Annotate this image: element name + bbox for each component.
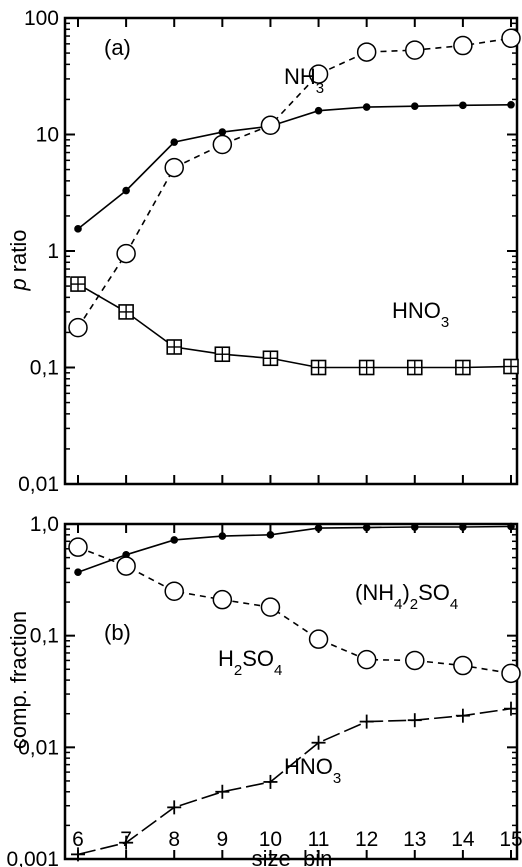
data-point (363, 103, 371, 111)
series-0 (74, 523, 515, 576)
data-point (459, 523, 467, 531)
data-point (507, 101, 515, 109)
ytick-label: 1,0 (30, 513, 59, 536)
data-point (170, 536, 178, 544)
data-point (406, 651, 424, 669)
data-point (69, 319, 87, 337)
data-point (74, 568, 82, 576)
data-point (315, 107, 323, 115)
data-point (219, 128, 227, 136)
data-point (261, 116, 279, 134)
ytick-label: 10 (36, 124, 59, 147)
series-line (78, 547, 511, 673)
xtick-label: 12 (355, 828, 378, 851)
data-point (459, 102, 467, 110)
data-point (454, 657, 472, 675)
data-point (312, 361, 326, 375)
data-point (363, 524, 371, 532)
data-point (165, 159, 183, 177)
ytick-label: 0,1 (30, 625, 59, 648)
data-point (261, 598, 279, 616)
data-point (117, 557, 135, 575)
data-point (454, 37, 472, 55)
hno3-label-a: HNO3 (392, 298, 449, 331)
data-point (117, 245, 135, 263)
series-0 (74, 101, 515, 233)
data-point (71, 277, 85, 291)
data-point (170, 138, 178, 146)
data-point (456, 709, 470, 723)
series-line (78, 526, 511, 572)
panel-a: 100 10 1 0,1 0,01 (a) NH3 HNO3 pratio (6, 7, 520, 496)
xtick-label: 15 (499, 828, 522, 851)
ytick-label: 100 (24, 7, 59, 30)
data-point (267, 531, 275, 539)
data-point (502, 664, 520, 682)
panel-b-label: (b) (104, 620, 131, 645)
data-point (167, 340, 181, 354)
panel-b-ticks (65, 524, 517, 859)
data-point (360, 715, 374, 729)
data-point (502, 29, 520, 47)
data-point (408, 713, 422, 727)
data-point (165, 582, 183, 600)
data-point (213, 591, 231, 609)
panel-b-ylabel: comp. fraction (6, 611, 31, 749)
xtick-label: 13 (403, 828, 426, 851)
data-point (219, 532, 227, 540)
xtick-label: 14 (451, 828, 475, 851)
data-point (504, 359, 518, 373)
ytick-label: 0,1 (30, 357, 59, 380)
panel-b-series (69, 523, 520, 862)
data-point (360, 361, 374, 375)
series-2 (71, 277, 518, 374)
data-point (358, 651, 376, 669)
xtick-label: 9 (216, 828, 228, 851)
data-point (215, 347, 229, 361)
panel-b-frame (65, 524, 517, 859)
h2so4-label: H2SO4 (218, 646, 282, 679)
data-point (122, 187, 130, 195)
series-line (78, 105, 511, 229)
data-point (215, 785, 229, 799)
data-point (213, 136, 231, 154)
ytick-label: 1 (47, 240, 59, 263)
data-point (263, 351, 277, 365)
data-point (411, 523, 419, 531)
data-point (456, 361, 470, 375)
panel-b: 1,00,10,010,001 6789101112131415 (b) (NH… (6, 513, 522, 867)
data-point (358, 43, 376, 61)
data-point (315, 524, 323, 532)
data-point (167, 800, 181, 814)
ammonium-sulfate-label: (NH4)2SO4 (355, 580, 458, 613)
ytick-label: 0,01 (18, 473, 59, 496)
series-line (78, 709, 511, 855)
data-point (310, 630, 328, 648)
data-point (406, 41, 424, 59)
ytick-label: 0,001 (6, 848, 59, 867)
data-point (69, 538, 87, 556)
data-point (74, 225, 82, 233)
data-point (411, 102, 419, 110)
data-point (507, 523, 515, 531)
data-point (408, 361, 422, 375)
hno3-label-b: HNO3 (284, 754, 341, 787)
xtick-label: 8 (168, 828, 180, 851)
panel-b-xlabel: size bin (252, 846, 333, 867)
panel-a-label: (a) (104, 35, 131, 60)
data-point (119, 305, 133, 319)
panel-a-ylabel: pratio (6, 229, 31, 291)
